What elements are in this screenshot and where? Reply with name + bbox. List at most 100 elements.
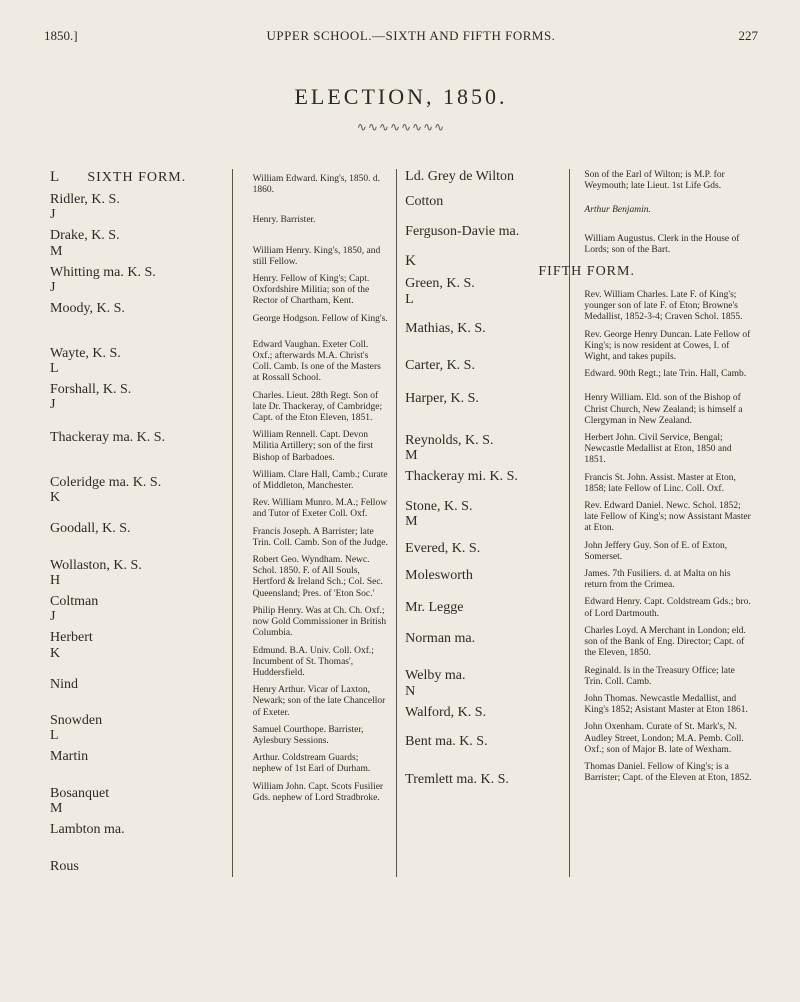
column-divider (396, 169, 397, 877)
entry-name: Norman ma. (405, 631, 561, 646)
entry-desc: Francis Joseph. A Barrister; late Trin. … (253, 527, 389, 549)
entry-desc: Thomas Daniel. Fellow of King's; is a Ba… (584, 762, 752, 784)
entry-name: Coleridge ma. K. S. (50, 475, 224, 490)
sub-letter: K (50, 491, 224, 505)
entry-desc: Charles. Lieut. 28th Regt. Son of late D… (253, 391, 389, 425)
entry-desc: Henry. Barrister. (253, 215, 389, 226)
running-head-left: 1850.] (44, 28, 104, 44)
entry-name: Thackeray ma. K. S. (50, 430, 224, 445)
sub-letter: J (50, 398, 224, 412)
entry-desc: Rev. William Charles. Late F. of King's;… (584, 290, 752, 324)
column-divider (232, 169, 233, 877)
entry-desc: Herbert John. Civil Service, Bengal; New… (584, 433, 752, 467)
entry-name: Thackeray mi. K. S. (405, 469, 561, 484)
entry-name: Molesworth (405, 568, 561, 583)
entry-desc: Robert Geo. Wyndham. Newc. Schol. 1850. … (253, 555, 389, 600)
entry-name: Goodall, K. S. (50, 521, 224, 536)
entry-name: Martin (50, 749, 224, 764)
entry-name: Tremlett ma. K. S. (405, 772, 561, 787)
entry-desc: John Oxenham. Curate of St. Mark's, N. A… (584, 722, 752, 756)
entry-name: Herbert (50, 630, 224, 645)
entry-desc: Arthur Benjamin. (584, 205, 752, 216)
entry-desc: Francis St. John. Assist. Master at Eton… (584, 473, 752, 495)
entry-name: Welby ma. (405, 668, 561, 683)
entry-name: Snowden (50, 713, 224, 728)
entry-desc: John Jeffery Guy. Son of E. of Exton, So… (584, 541, 752, 563)
sub-letter: M (50, 802, 224, 816)
sub-letter: J (50, 208, 224, 222)
sub-letter: N (405, 685, 561, 699)
entry-name: Lambton ma. (50, 822, 224, 837)
entry-desc: Reginald. Is in the Treasury Office; lat… (584, 666, 752, 688)
entry-name: Wayte, K. S. (50, 346, 224, 361)
entry-name: Walford, K. S. (405, 705, 561, 720)
entry-desc: Henry William. Eld. son of the Bishop of… (584, 393, 752, 427)
entry-name: Forshall, K. S. (50, 382, 224, 397)
column-middle-names: William Edward. King's, 1850. d. 1860. H… (235, 169, 395, 877)
sub-letter: L (50, 729, 224, 743)
entry-name: Ridler, K. S. (50, 192, 224, 207)
entry-desc: James. 7th Fusiliers. d. at Malta on his… (584, 569, 752, 591)
entry-name: Evered, K. S. (405, 541, 561, 556)
entry-name: Ferguson-Davie ma. (405, 224, 561, 239)
entry-name: Cotton (405, 194, 561, 209)
entry-name: Ld. Grey de Wilton (405, 169, 561, 184)
entry-desc: William. Clare Hall, Camb.; Curate of Mi… (253, 470, 389, 492)
sub-letter: M (405, 515, 561, 529)
entry-desc: Philip Henry. Was at Ch. Ch. Oxf.; now G… (253, 606, 389, 640)
entry-name: Mathias, K. S. (405, 321, 561, 336)
entry-desc: Edward. 90th Regt.; late Trin. Hall, Cam… (584, 369, 752, 380)
entry-desc: Henry Arthur. Vicar of Laxton, Newark; s… (253, 685, 389, 719)
running-head: 1850.] UPPER SCHOOL.—SIXTH AND FIFTH FOR… (44, 28, 758, 44)
sub-letter: M (50, 245, 224, 259)
entry-desc: William John. Capt. Scots Fusilier Gds. … (253, 782, 389, 804)
column-fifth-desc: Son of the Earl of Wilton; is M.P. for W… (572, 169, 758, 877)
sub-letter: J (50, 610, 224, 624)
entry-name: Harper, K. S. (405, 391, 561, 406)
entry-name: Whitting ma. K. S. (50, 265, 224, 280)
entry-name: Moody, K. S. (50, 301, 224, 316)
entry-name: Bent ma. K. S. (405, 734, 561, 749)
entry-desc: Charles Loyd. A Merchant in London; eld.… (584, 626, 752, 660)
entry-desc: John Thomas. Newcastle Medallist, and Ki… (584, 694, 752, 716)
sub-letter: J (50, 281, 224, 295)
entry-name: Wollaston, K. S. (50, 558, 224, 573)
entry-desc: William Henry. King's, 1850, and still F… (253, 246, 389, 268)
columns: L SIXTH FORM. Ridler, K. S. J Drake, K. … (44, 169, 758, 877)
entry-name: Stone, K. S. (405, 499, 561, 514)
entry-name: Mr. Legge (405, 600, 561, 615)
entry-desc: Rev. William Munro. M.A.; Fellow and Tut… (253, 498, 389, 520)
entry-desc: Henry. Fellow of King's; Capt. Oxfordshi… (253, 274, 389, 308)
entry-desc: Edward Henry. Capt. Coldstream Gds.; bro… (584, 597, 752, 619)
entry-name: Carter, K. S. (405, 358, 561, 373)
entry-desc: Arthur. Coldstream Guards; nephew of 1st… (253, 753, 389, 775)
entry-name: Rous (50, 859, 224, 874)
entry-desc: William Edward. King's, 1850. d. 1860. (253, 174, 389, 196)
entry-desc: William Augustus. Clerk in the House of … (584, 234, 752, 256)
page: 1850.] UPPER SCHOOL.—SIXTH AND FIFTH FOR… (0, 0, 800, 907)
entry-desc: Edmund. B.A. Univ. Coll. Oxf.; Incumbent… (253, 646, 389, 680)
entry-name: Nind (50, 677, 224, 692)
sub-letter: L (405, 293, 561, 307)
fifth-form-heading: FIFTH FORM. (538, 264, 752, 280)
sub-letter: K (50, 647, 224, 661)
entry-name: Bosanquet (50, 786, 224, 801)
main-title: ELECTION, 1850. (44, 84, 758, 110)
running-head-center: UPPER SCHOOL.—SIXTH AND FIFTH FORMS. (104, 28, 718, 44)
entry-desc: Son of the Earl of Wilton; is M.P. for W… (584, 170, 752, 192)
entry-desc: William Rennell. Capt. Devon Militia Art… (253, 430, 389, 464)
sub-letter: H (50, 574, 224, 588)
sub-letter: L (50, 362, 224, 376)
wavy-rule: ∿∿∿∿∿∿∿∿ (44, 120, 758, 135)
entry-desc: Edward Vaughan. Exeter Coll. Oxf.; after… (253, 340, 389, 385)
running-head-page-number: 227 (718, 28, 758, 44)
sub-letter: M (405, 449, 561, 463)
entry-desc: George Hodgson. Fellow of King's. (253, 314, 389, 325)
entry-name: Drake, K. S. (50, 228, 224, 243)
column-left: L SIXTH FORM. Ridler, K. S. J Drake, K. … (44, 169, 230, 877)
entry-desc: Rev. Edward Daniel. Newc. Schol. 1852; l… (584, 501, 752, 535)
entry-name: Reynolds, K. S. (405, 433, 561, 448)
entry-desc: Samuel Courthope. Barrister, Aylesbury S… (253, 725, 389, 747)
entry-desc: Rev. George Henry Duncan. Late Fellow of… (584, 330, 752, 364)
entry-name: Coltman (50, 594, 224, 609)
